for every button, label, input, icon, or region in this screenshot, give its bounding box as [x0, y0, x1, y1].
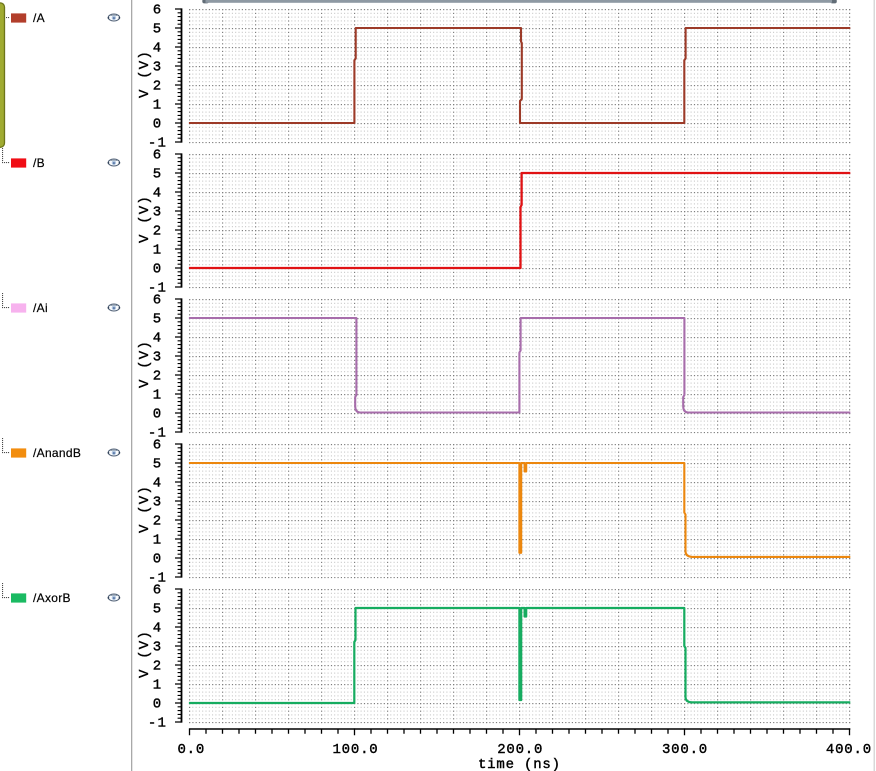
svg-text:2: 2	[153, 369, 163, 385]
svg-text:5: 5	[153, 457, 163, 473]
svg-text:6: 6	[153, 148, 163, 164]
svg-text:2: 2	[153, 659, 163, 675]
svg-text:/B: /B	[33, 156, 45, 170]
svg-text:-1: -1	[148, 571, 167, 587]
svg-text:/AnandB: /AnandB	[33, 446, 81, 460]
svg-text:100.0: 100.0	[332, 742, 378, 758]
svg-text:2: 2	[153, 224, 163, 240]
svg-text:2: 2	[153, 514, 163, 530]
svg-text:1: 1	[153, 388, 163, 404]
svg-text:V (V): V (V)	[137, 195, 153, 243]
svg-text:/Ai: /Ai	[33, 301, 48, 315]
svg-text:0: 0	[153, 262, 163, 278]
svg-text:4: 4	[153, 331, 163, 347]
svg-text:3: 3	[153, 640, 163, 656]
svg-text:200.0: 200.0	[497, 742, 543, 758]
svg-text:3: 3	[153, 205, 163, 221]
svg-text:0: 0	[153, 407, 163, 423]
svg-text:0: 0	[153, 552, 163, 568]
svg-text:6: 6	[153, 583, 163, 599]
svg-text:V (V): V (V)	[137, 630, 153, 678]
svg-text:0.0: 0.0	[177, 742, 205, 758]
svg-text:5: 5	[153, 22, 163, 38]
svg-text:3: 3	[153, 495, 163, 511]
svg-text:V (V): V (V)	[137, 50, 153, 98]
svg-text:-1: -1	[148, 716, 167, 732]
svg-text:6: 6	[153, 293, 163, 309]
svg-text:V (V): V (V)	[137, 485, 153, 533]
svg-text:3: 3	[153, 350, 163, 366]
svg-text:4: 4	[153, 476, 163, 492]
svg-text:6: 6	[153, 438, 163, 454]
svg-text:4: 4	[153, 186, 163, 202]
svg-text:1: 1	[153, 533, 163, 549]
svg-text:1: 1	[153, 678, 163, 694]
svg-text:V (V): V (V)	[137, 340, 153, 388]
svg-text:300.0: 300.0	[662, 742, 708, 758]
svg-text:5: 5	[153, 312, 163, 328]
svg-text:-1: -1	[148, 281, 167, 297]
svg-text:/AxorB: /AxorB	[33, 591, 71, 605]
svg-text:400.0: 400.0	[826, 742, 872, 758]
svg-text:0: 0	[153, 117, 163, 133]
svg-text:1: 1	[153, 98, 163, 114]
svg-text:5: 5	[153, 602, 163, 618]
svg-text:6: 6	[153, 3, 163, 19]
svg-text:4: 4	[153, 41, 163, 57]
svg-text:-1: -1	[148, 426, 167, 442]
svg-text:5: 5	[153, 167, 163, 183]
svg-text:4: 4	[153, 621, 163, 637]
svg-text:1: 1	[153, 243, 163, 259]
svg-text:3: 3	[153, 60, 163, 76]
svg-text:time (ns): time (ns)	[478, 757, 561, 771]
svg-text:2: 2	[153, 79, 163, 95]
svg-text:0: 0	[153, 697, 163, 713]
svg-text:/A: /A	[33, 11, 45, 25]
svg-text:-1: -1	[148, 136, 167, 152]
